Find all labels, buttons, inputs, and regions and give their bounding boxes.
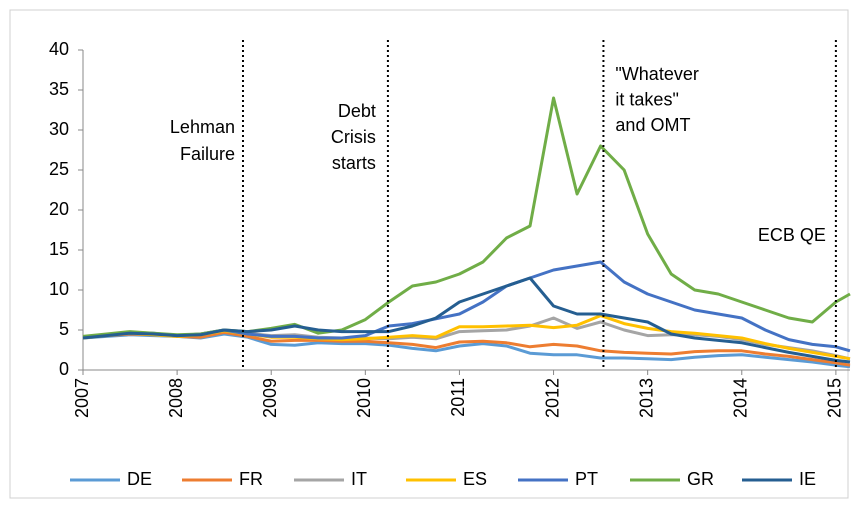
legend-label: GR bbox=[687, 469, 714, 489]
legend-label: IT bbox=[351, 469, 367, 489]
annotation: Debt bbox=[338, 101, 376, 121]
annotation: "Whatever bbox=[615, 64, 698, 84]
annotation: Failure bbox=[180, 144, 235, 164]
x-tick-label: 2010 bbox=[354, 378, 374, 418]
y-tick-label: 40 bbox=[49, 39, 69, 59]
x-tick-label: 2011 bbox=[448, 378, 468, 417]
y-tick-label: 10 bbox=[49, 279, 69, 299]
y-tick-label: 0 bbox=[59, 359, 69, 379]
y-tick-label: 20 bbox=[49, 199, 69, 219]
x-tick-label: 2015 bbox=[825, 378, 845, 418]
x-tick-label: 2013 bbox=[636, 378, 656, 418]
legend-label: IE bbox=[799, 469, 816, 489]
legend-label: FR bbox=[239, 469, 263, 489]
annotation: and OMT bbox=[615, 115, 690, 135]
y-tick-label: 25 bbox=[49, 159, 69, 179]
legend-label: DE bbox=[127, 469, 152, 489]
x-tick-label: 2007 bbox=[72, 378, 92, 418]
y-tick-label: 35 bbox=[49, 79, 69, 99]
annotation: Lehman bbox=[170, 117, 235, 137]
legend-label: ES bbox=[463, 469, 487, 489]
annotation: Crisis bbox=[331, 127, 376, 147]
x-tick-label: 2009 bbox=[260, 378, 280, 418]
frame bbox=[9, 9, 849, 499]
x-tick-label: 2012 bbox=[542, 378, 562, 418]
y-tick-label: 15 bbox=[49, 239, 69, 259]
annotation: ECB QE bbox=[758, 225, 826, 245]
x-tick-label: 2014 bbox=[731, 378, 751, 418]
legend-label: PT bbox=[575, 469, 598, 489]
y-tick-label: 30 bbox=[49, 119, 69, 139]
annotation: it takes" bbox=[615, 89, 678, 109]
series-line bbox=[82, 330, 851, 367]
series-line bbox=[82, 276, 851, 364]
x-tick-label: 2008 bbox=[166, 378, 186, 418]
annotation: starts bbox=[332, 153, 376, 173]
y-tick-label: 5 bbox=[59, 319, 69, 339]
